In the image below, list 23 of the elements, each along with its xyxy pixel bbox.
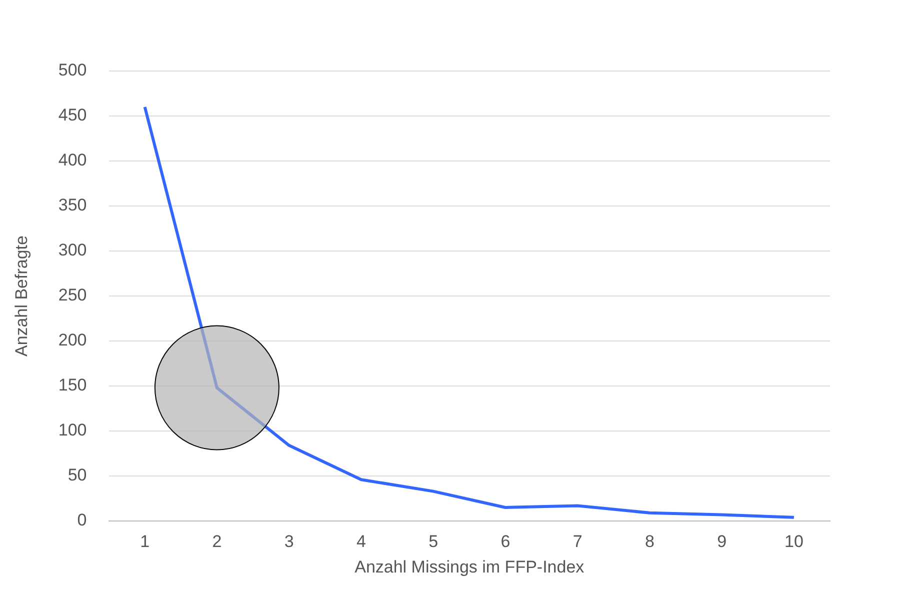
y-tick-label: 400	[58, 150, 87, 170]
x-tick-label: 9	[717, 532, 727, 551]
x-tick-label: 10	[784, 532, 804, 551]
y-tick-label: 500	[58, 60, 87, 80]
x-tick-label: 4	[356, 532, 366, 551]
x-tick-label: 1	[140, 532, 150, 551]
y-tick-label: 300	[58, 240, 87, 260]
x-tick-label: 5	[428, 532, 438, 551]
x-axis-title: Anzahl Missings im FFP-Index	[354, 557, 585, 576]
x-tick-label: 6	[500, 532, 510, 551]
x-tick-label: 3	[284, 532, 294, 551]
x-tick-label: 8	[644, 532, 654, 551]
y-tick-label: 100	[58, 420, 87, 440]
x-tick-label: 2	[212, 532, 222, 551]
y-tick-label: 150	[58, 376, 87, 395]
y-tick-label: 250	[58, 286, 87, 305]
x-tick-label: 7	[572, 532, 582, 551]
y-tick-label: 200	[58, 330, 87, 350]
y-tick-label: 50	[68, 466, 87, 485]
y-axis-title: Anzahl Befragte	[12, 236, 31, 356]
y-tick-label: 350	[58, 196, 87, 215]
y-tick-label: 0	[77, 510, 87, 530]
y-tick-label: 450	[58, 106, 87, 125]
